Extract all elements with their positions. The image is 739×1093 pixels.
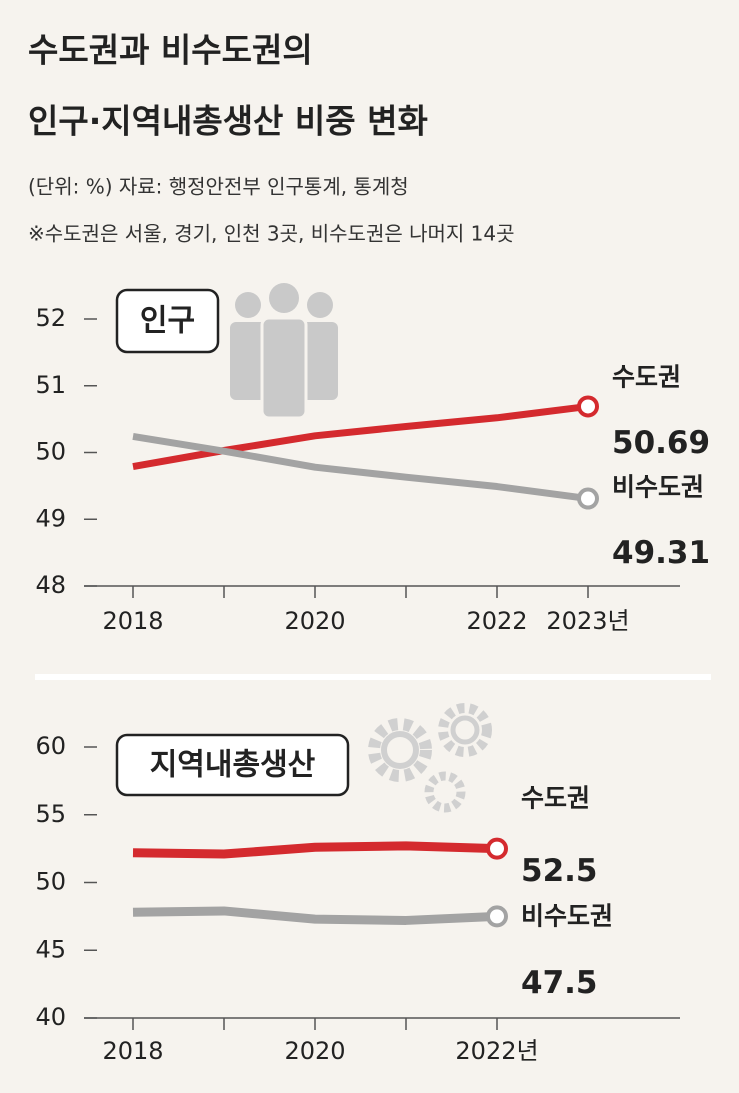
y-tick-label: 51: [35, 371, 66, 399]
x-tick-label: 2022년: [455, 1037, 538, 1065]
panel-title: 지역내총생산: [150, 748, 316, 783]
series-name: 수도권: [521, 784, 590, 813]
end-marker: [577, 487, 599, 510]
series-name: 수도권: [612, 362, 681, 391]
value-label: 47.5: [521, 965, 598, 1001]
y-tick-label: 48: [35, 571, 66, 599]
panel-title: 인구: [140, 304, 195, 339]
end-marker: [486, 905, 508, 928]
source: (단위: %) 자료: 행정안전부 인구통계, 통계청: [28, 175, 409, 199]
x-tick-label: 2020: [284, 607, 345, 635]
gears-icon: [368, 703, 492, 813]
x-tick-label: 2020: [284, 1037, 345, 1065]
end-marker: [577, 395, 599, 418]
series-line: [132, 402, 589, 470]
y-tick-label: 50: [35, 438, 66, 466]
people-icon: [230, 283, 338, 420]
y-tick-label: 45: [35, 935, 66, 963]
series-line: [132, 841, 498, 859]
value-label: 52.5: [521, 853, 598, 889]
series-line: [132, 906, 498, 925]
x-tick-label: 2022: [466, 607, 527, 635]
y-tick-label: 40: [35, 1003, 66, 1031]
series-name: 비수도권: [521, 901, 613, 930]
panel-box: [115, 733, 350, 797]
title-line: 수도권과 비수도권의: [28, 31, 313, 70]
x-tick-label: 2023년: [546, 607, 629, 635]
x-tick-label: 2018: [102, 1037, 163, 1065]
value-label: 50.69: [612, 425, 710, 461]
note: ※수도권은 서울, 경기, 인천 3곳, 비수도권은 나머지 14곳: [28, 222, 515, 246]
y-tick-label: 55: [35, 800, 66, 828]
panel-box: [115, 288, 220, 354]
value-label: 49.31: [612, 535, 710, 571]
series-name: 비수도권: [612, 473, 704, 502]
y-tick-label: 60: [35, 732, 66, 760]
x-tick-label: 2018: [102, 607, 163, 635]
y-tick-label: 50: [35, 868, 66, 896]
end-marker: [486, 837, 508, 860]
series-line: [132, 433, 589, 503]
title-line: 인구·지역내총생산 비중 변화: [28, 102, 428, 141]
separator: [35, 674, 711, 680]
y-tick-label: 52: [35, 304, 66, 332]
y-tick-label: 49: [35, 504, 66, 532]
